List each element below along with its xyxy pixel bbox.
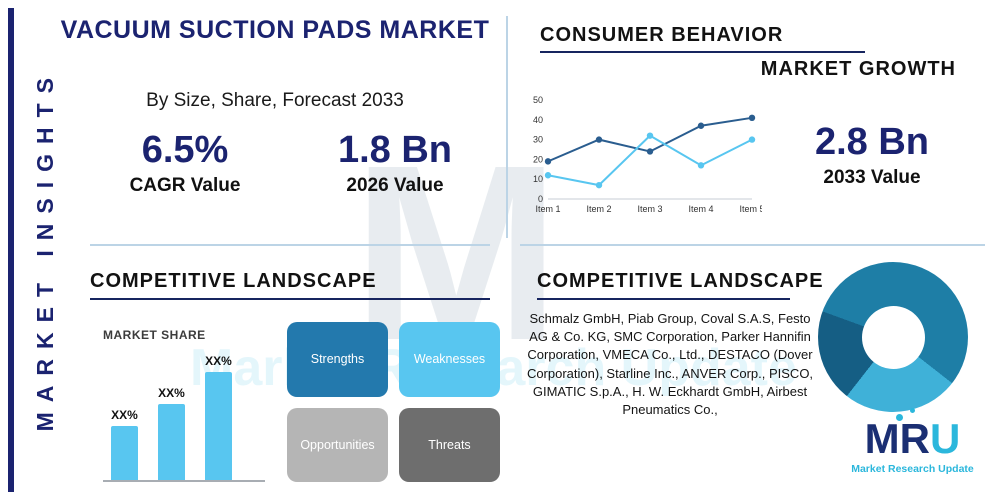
y-tick-label: 30 [533,135,543,145]
competitive-landscape-left-heading: COMPETITIVE LANDSCAPE [90,270,377,292]
y-tick-label: 40 [533,115,543,125]
bar [111,426,138,480]
divider-right [520,244,985,246]
x-tick-label: Item 2 [586,204,611,214]
logo-letter-m: M [864,415,900,462]
vertical-title: MARKET INSIGHTS [16,0,74,500]
x-tick-label: Item 3 [637,204,662,214]
bar-value-label: XX% [205,354,232,368]
series-light-blue-point [646,132,654,139]
left-accent-bar [8,8,14,492]
companies-list: Schmalz GmbH, Piab Group, Coval S.A.S, F… [526,311,814,417]
competitive-landscape-right-underline [537,298,790,300]
logo-letter-r: R [899,415,930,462]
line-chart-svg: 0 10 20 30 40 50 Item 1 Item 2 Item 3 Item 4 Item … [533,95,765,214]
page-title: VACUUM SUCTION PADS MARKET [60,16,490,44]
x-tick-label: Item 5 [739,204,762,214]
value-2026: 1.8 Bn [337,129,453,171]
value-2033: 2.8 Bn [814,121,930,163]
competitive-landscape-left-underline [90,298,490,300]
swot-opportunities: Opportunities [287,407,388,482]
series-dark-blue-point [748,114,756,122]
series-light-blue [547,134,753,187]
logo-tagline: Market Research Update [851,463,974,475]
series-dark-blue-point [595,136,603,143]
bar-value-label: XX% [111,408,138,422]
swot-grid: Strengths Weaknesses Opportunities Threats [287,322,500,482]
series-light-blue-point [697,162,705,169]
swot-weaknesses: Weaknesses [399,322,500,397]
swot-threats: Threats [399,407,500,482]
logo-dot-icon [910,408,915,413]
y-tick-label: 20 [533,154,543,164]
market-share-label: MARKET SHARE [103,328,206,342]
consumer-behavior-underline [540,51,865,53]
y-tick-label: 50 [533,95,543,105]
x-tick-label: Item 1 [535,204,560,214]
label-2033: 2033 Value [823,166,921,188]
cagr-label: CAGR Value [129,174,241,196]
label-2026: 2026 Value [346,174,444,196]
market-growth-heading: MARKET GROWTH [760,58,956,80]
stat-2026: 1.8 Bn 2026 Value [305,129,485,197]
bar-value-label: XX% [158,386,185,400]
bar-column: XX% [111,408,138,480]
bar-column: XX% [158,386,185,480]
bar [158,404,185,480]
logo-letters: MRU [830,408,995,462]
consumer-behavior-heading: CONSUMER BEHAVIOR [540,24,784,46]
divider-vertical [506,16,508,238]
swot-strengths: Strengths [287,322,388,397]
line-chart: 0 10 20 30 40 50 Item 1 Item 2 Item 3 Item 4 Item … [522,92,765,222]
bar-chart: XX% XX% XX% [103,348,265,482]
logo-dot-icon [896,414,903,421]
competitive-landscape-right-heading: COMPETITIVE LANDSCAPE [537,270,824,292]
cagr-value: 6.5% [141,129,229,171]
series-light-blue-point [748,136,756,143]
stat-cagr: 6.5% CAGR Value [95,129,275,197]
donut-chart [818,262,968,412]
y-tick-label: 0 [538,194,543,204]
series-light-blue-point [544,172,552,179]
series-dark-blue-point [544,158,552,165]
series-dark-blue-point [646,148,654,155]
divider-left [90,244,490,246]
page-subtitle: By Size, Share, Forecast 2033 [146,90,404,111]
x-tick-label: Item 4 [688,204,713,214]
series-dark-blue-point [697,122,705,129]
series-light-blue-point [595,181,603,189]
bar [205,372,232,480]
bar-column: XX% [205,354,232,480]
y-tick-label: 10 [533,174,543,184]
logo-letter-u: U [930,415,961,462]
mru-logo: MRU Market Research Update [830,408,995,475]
stat-2033: 2.8 Bn 2033 Value [782,121,962,189]
vertical-title-text: MARKET INSIGHTS [31,68,58,432]
